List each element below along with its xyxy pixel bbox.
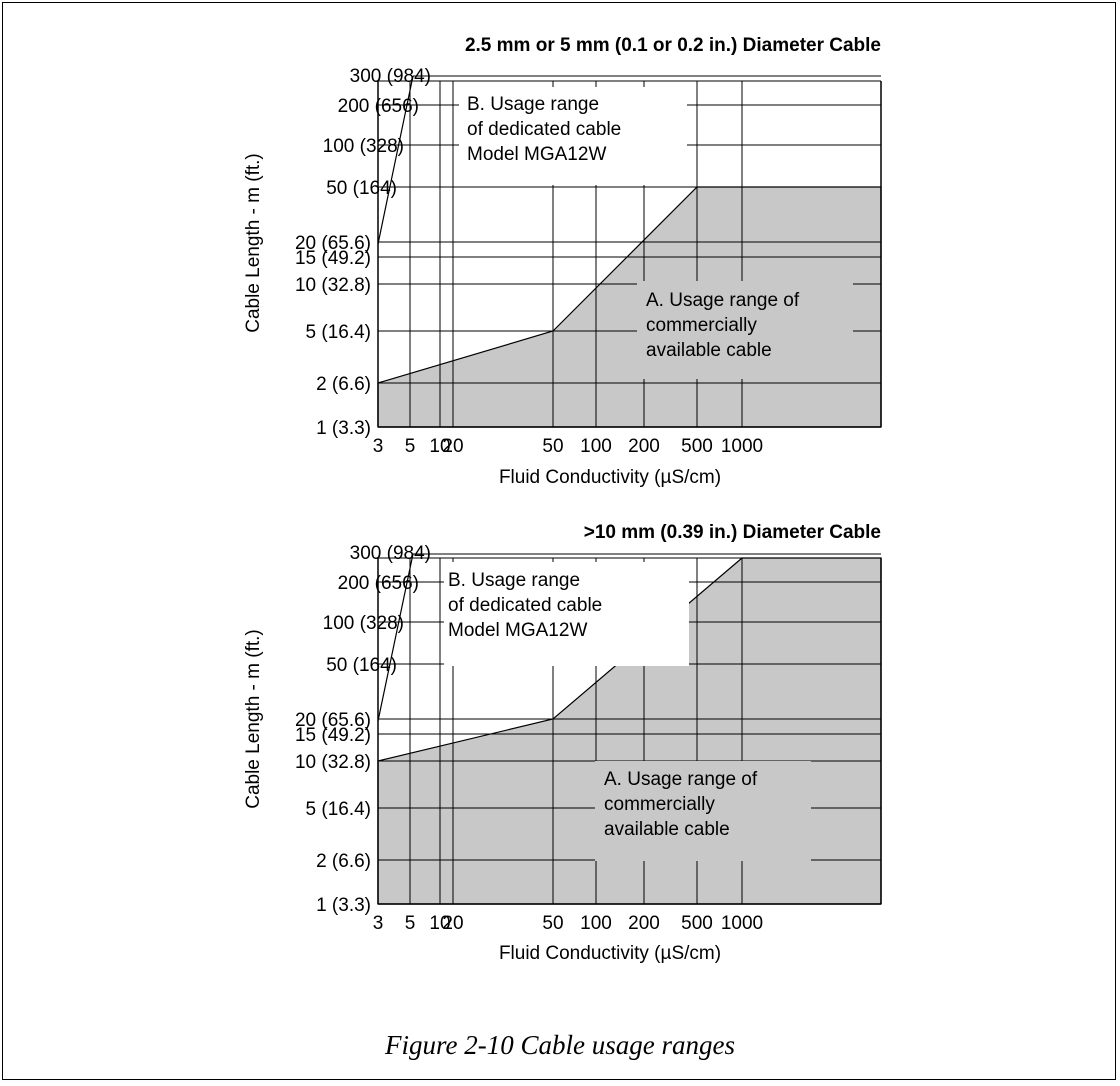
- y-tick-label-300: 300 (984): [350, 66, 431, 87]
- cable-usage-charts: B. Usage range of dedicated cable Model MG…: [243, 35, 882, 964]
- x-tick-label-20: 20: [442, 913, 463, 934]
- range-b-box: [459, 87, 687, 185]
- x-tick-label-50: 50: [542, 913, 563, 934]
- x-tick-label-100: 100: [580, 913, 612, 934]
- y-axis-slant: [377, 553, 414, 722]
- y-tick-label-1: 1 (3.3): [316, 895, 371, 916]
- y-tick-label-10: 10 (32.8): [295, 752, 371, 773]
- y-tick-label-300: 300 (984): [350, 543, 431, 564]
- x-tick-label-50: 50: [542, 436, 563, 457]
- x-tick-label-200: 200: [628, 436, 660, 457]
- range-b-box: [444, 562, 689, 666]
- y-tick-label-5: 5 (16.4): [306, 322, 371, 343]
- range-a-label-line-1: commercially: [604, 794, 715, 815]
- x-tick-label-500: 500: [681, 913, 713, 934]
- range-b-label-line-1: of dedicated cable: [448, 595, 602, 616]
- range-b-label-line-0: B. Usage range: [467, 94, 599, 115]
- chart-title: >10 mm (0.39 in.) Diameter Cable: [584, 522, 881, 543]
- y-axis-slant: [377, 75, 414, 245]
- y-tick-label-1: 1 (3.3): [316, 418, 371, 439]
- y-axis-label: Cable Length - m (ft.): [243, 629, 264, 809]
- x-tick-label-5: 5: [405, 436, 416, 457]
- range-a-label-line-0: A. Usage range of: [646, 290, 800, 311]
- y-tick-label-10: 10 (32.8): [295, 275, 371, 296]
- figure-caption: Figure 2-10 Cable usage ranges: [385, 1030, 735, 1060]
- x-axis-label: Fluid Conductivity (µS/cm): [499, 467, 721, 488]
- y-tick-label-50: 50 (164): [326, 655, 397, 676]
- range-a-label-line-2: available cable: [604, 819, 730, 840]
- range-b-label-line-2: Model MGA12W: [467, 144, 606, 165]
- y-tick-label-100: 100 (328): [323, 613, 404, 634]
- x-tick-label-200: 200: [628, 913, 660, 934]
- y-tick-label-15: 15 (49.2): [295, 248, 371, 269]
- chart-title: 2.5 mm or 5 mm (0.1 or 0.2 in.) Diameter…: [465, 35, 881, 56]
- range-a-box: [637, 281, 853, 379]
- x-tick-label-1000: 1000: [721, 436, 763, 457]
- x-tick-label-1000: 1000: [721, 913, 763, 934]
- range-a-label-line-1: commercially: [646, 315, 757, 336]
- range-b-label-line-2: Model MGA12W: [448, 620, 587, 641]
- y-tick-label-20: 20 (65.6): [295, 710, 371, 731]
- y-tick-label-200: 200 (656): [338, 96, 419, 117]
- range-a-label-line-2: available cable: [646, 340, 772, 361]
- y-tick-label-20: 20 (65.6): [295, 233, 371, 254]
- x-tick-label-10: 10: [429, 436, 450, 457]
- x-tick-label-3: 3: [373, 436, 384, 457]
- range-b-label-line-0: B. Usage range: [448, 570, 580, 591]
- x-tick-label-100: 100: [580, 436, 612, 457]
- y-tick-label-2: 2 (6.6): [316, 851, 371, 872]
- y-axis-label: Cable Length - m (ft.): [243, 153, 264, 333]
- x-tick-label-500: 500: [681, 436, 713, 457]
- y-tick-label-15: 15 (49.2): [295, 725, 371, 746]
- y-tick-label-200: 200 (656): [338, 573, 419, 594]
- range-a-box: [595, 761, 811, 861]
- y-tick-label-2: 2 (6.6): [316, 374, 371, 395]
- x-tick-label-3: 3: [373, 913, 384, 934]
- x-tick-label-5: 5: [405, 913, 416, 934]
- x-axis-label: Fluid Conductivity (µS/cm): [499, 943, 721, 964]
- y-tick-label-50: 50 (164): [326, 178, 397, 199]
- y-tick-label-5: 5 (16.4): [306, 799, 371, 820]
- x-tick-label-20: 20: [442, 436, 463, 457]
- range-a-label-line-0: A. Usage range of: [604, 769, 758, 790]
- y-tick-label-100: 100 (328): [323, 136, 404, 157]
- range-b-label-line-1: of dedicated cable: [467, 119, 621, 140]
- x-tick-label-10: 10: [429, 913, 450, 934]
